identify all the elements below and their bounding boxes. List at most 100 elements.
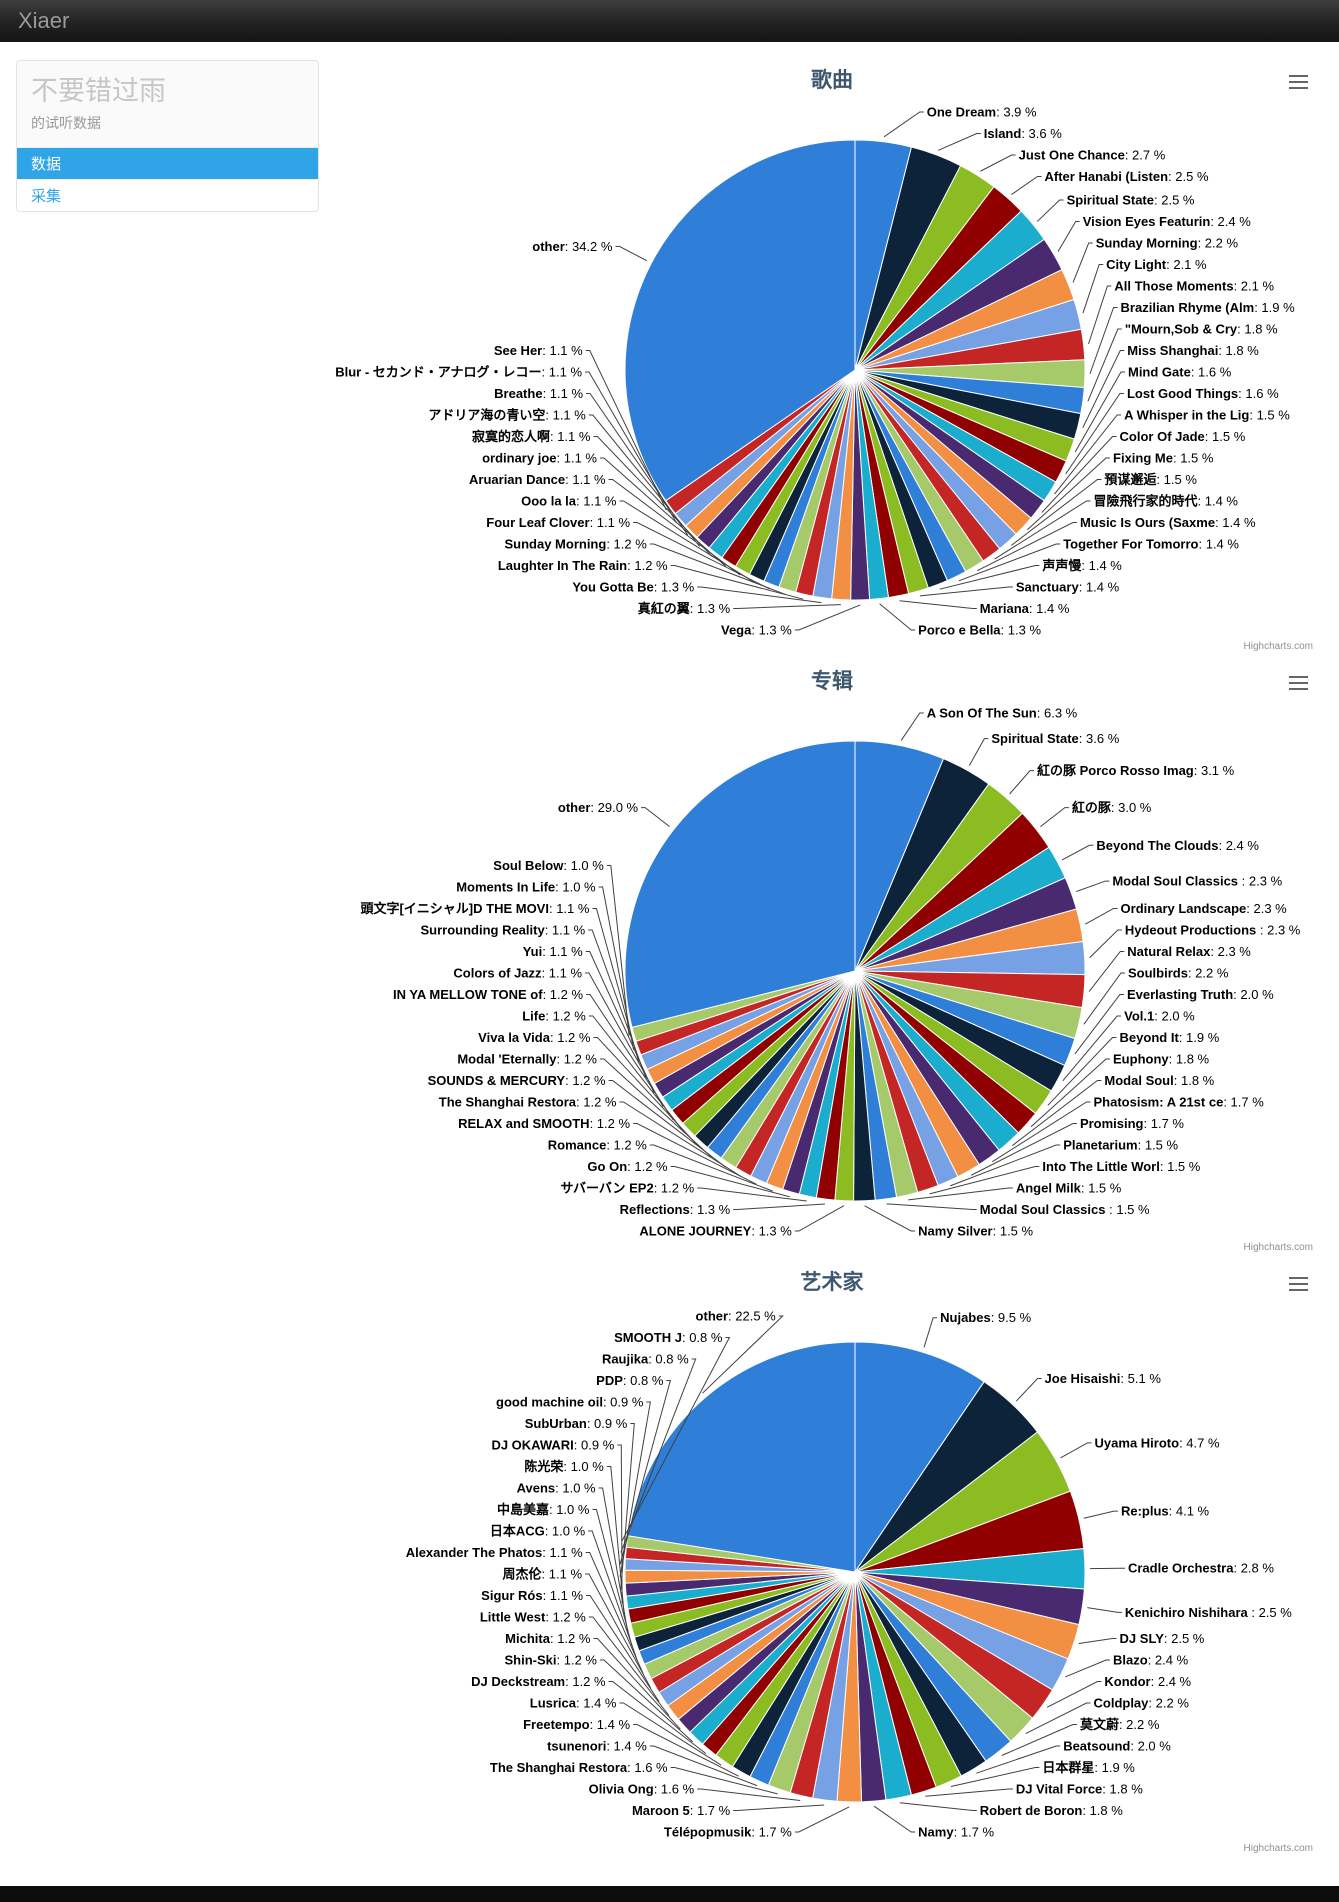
label-connector (608, 479, 741, 576)
label-connector (1046, 1681, 1102, 1708)
slice-label: Euphony: 1.8 % (1113, 1052, 1210, 1067)
label-connector (1065, 1659, 1111, 1678)
pie-slice[interactable] (627, 1341, 856, 1573)
label-connector (1030, 1058, 1111, 1128)
slice-label: Soulbirds: 2.2 % (1128, 966, 1229, 981)
label-connector (633, 1724, 739, 1777)
slice-label: Breathe: 1.1 % (494, 386, 583, 401)
label-connector (980, 154, 1016, 172)
label-connector (1065, 393, 1124, 475)
slice-label: Into The Little Worl: 1.5 % (1042, 1159, 1200, 1174)
label-connector (1057, 221, 1080, 252)
label-connector (608, 1080, 726, 1168)
label-connector (588, 929, 647, 1079)
label-connector (588, 1015, 686, 1134)
label-connector (1011, 479, 1102, 546)
label-connector (633, 1123, 757, 1185)
slice-label: other: 34.2 % (532, 239, 613, 254)
label-connector (593, 1037, 699, 1146)
slice-label: 頭文字[イニシャル]D THE MOVI: 1.1 % (360, 901, 589, 916)
slice-label: 寂寞的恋人啊: 1.1 % (472, 429, 591, 444)
slice-label: Promising: 1.7 % (1080, 1116, 1184, 1131)
sidebar-item-collect[interactable]: 采集 (17, 178, 318, 211)
chart-menu-icon[interactable] (1289, 676, 1308, 690)
label-connector (586, 1595, 660, 1703)
label-connector (900, 712, 924, 741)
pie-chart-svg: One Dream: 3.9 % Island: 3.6 % Just One Ch… (335, 105, 1295, 638)
highcharts-credit[interactable]: Highcharts.com (1243, 1242, 1313, 1253)
label-connector (1088, 951, 1125, 992)
label-connector (1060, 1442, 1092, 1459)
label-connector (970, 1123, 1077, 1176)
label-connector (1083, 972, 1125, 1025)
slice-label: Planetarium: 1.5 % (1063, 1138, 1178, 1153)
chart-title: 歌曲 (811, 69, 853, 92)
slice-label: Moments In Life: 1.0 % (456, 880, 596, 895)
slice-label: SOUNDS & MERCURY: 1.2 % (428, 1073, 606, 1088)
slice-label: City Light: 2.1 % (1106, 257, 1207, 272)
slice-label: Ooo la la: 1.1 % (521, 494, 617, 509)
pie-slice[interactable] (624, 740, 856, 1028)
main-content: 不要错过雨 的试听数据 数据 采集 歌曲 One Dream: 3.9 % Isl… (0, 42, 1339, 1858)
label-connector (864, 1205, 916, 1232)
chart-menu-icon[interactable] (1289, 75, 1308, 89)
label-connector (925, 1788, 1013, 1797)
slice-label: Modal Soul: 1.8 % (1104, 1073, 1214, 1088)
label-connector (1036, 199, 1064, 222)
slice-label: One Dream: 3.9 % (927, 105, 1037, 120)
slice-label: Music Is Ours (Saxme: 1.4 % (1080, 515, 1256, 530)
slice-label: Kenichiro Nishihara : 2.5 % (1125, 1605, 1292, 1620)
brand-link[interactable]: Xiaer (18, 8, 70, 33)
label-connector (733, 1203, 825, 1210)
label-connector (1088, 285, 1112, 345)
slice-label: 陈光荣: 1.0 % (524, 1459, 604, 1474)
label-connector (968, 738, 989, 766)
slice-label: Sigur Rós: 1.1 % (481, 1588, 583, 1603)
slice-label: 周杰伦: 1.1 % (503, 1567, 583, 1582)
slice-label: サバーバン EP2: 1.2 % (561, 1181, 695, 1196)
slice-label: Mariana: 1.4 % (980, 601, 1070, 616)
slice-label: Vega: 1.3 % (721, 623, 792, 638)
label-connector (1072, 242, 1093, 283)
slice-label: Viva la Vida: 1.2 % (478, 1030, 591, 1045)
label-connector (599, 1058, 712, 1158)
label-connector (919, 586, 1013, 597)
label-connector (670, 1166, 790, 1198)
label-connector (585, 1552, 644, 1674)
slice-label: Sunday Morning: 2.2 % (1096, 236, 1239, 251)
slice-label: Modal Soul Classics : 1.5 % (980, 1202, 1150, 1217)
label-connector (949, 1144, 1061, 1187)
pie-slice[interactable] (624, 139, 856, 502)
slice-label: Sunday Morning: 1.2 % (504, 537, 647, 552)
sidebar-title: 不要错过雨 (31, 76, 166, 106)
slice-label: See Her: 1.1 % (494, 343, 583, 358)
slice-label: Modal 'Eternally: 1.2 % (457, 1052, 597, 1067)
chart-menu-icon[interactable] (1289, 1277, 1308, 1291)
label-connector (1074, 371, 1125, 453)
label-connector (670, 565, 804, 600)
pie-slice[interactable] (854, 1341, 985, 1574)
footer-bar (0, 1886, 1339, 1902)
slice-label: Beyond It: 1.9 % (1120, 1030, 1220, 1045)
label-connector (619, 1702, 722, 1766)
slice-label: 真紅の翼: 1.3 % (638, 601, 731, 616)
label-connector (598, 886, 635, 1050)
highcharts-credit[interactable]: Highcharts.com (1243, 641, 1313, 652)
slice-label: SubUrban: 0.9 % (525, 1416, 628, 1431)
slice-label: 日本群星: 1.9 % (1042, 1760, 1135, 1775)
slice-label: The Shanghai Restora: 1.2 % (439, 1095, 617, 1110)
sidebar-item-data[interactable]: 数据 (17, 146, 318, 179)
label-connector (1074, 994, 1124, 1055)
highcharts-credit[interactable]: Highcharts.com (1243, 1843, 1313, 1854)
slice-label: Uyama Hiroto: 4.7 % (1095, 1435, 1220, 1450)
label-connector (992, 1101, 1091, 1163)
label-connector (1075, 880, 1110, 893)
label-connector (599, 457, 727, 567)
label-connector (1062, 1015, 1122, 1082)
slice-label: Freetempo: 1.4 % (523, 1717, 630, 1732)
chart-title: 艺术家 (800, 1271, 864, 1294)
label-connector (929, 1166, 1040, 1195)
label-connector (620, 1358, 697, 1553)
label-connector (697, 1187, 807, 1202)
slice-label: Surrounding Reality: 1.1 % (420, 923, 585, 938)
